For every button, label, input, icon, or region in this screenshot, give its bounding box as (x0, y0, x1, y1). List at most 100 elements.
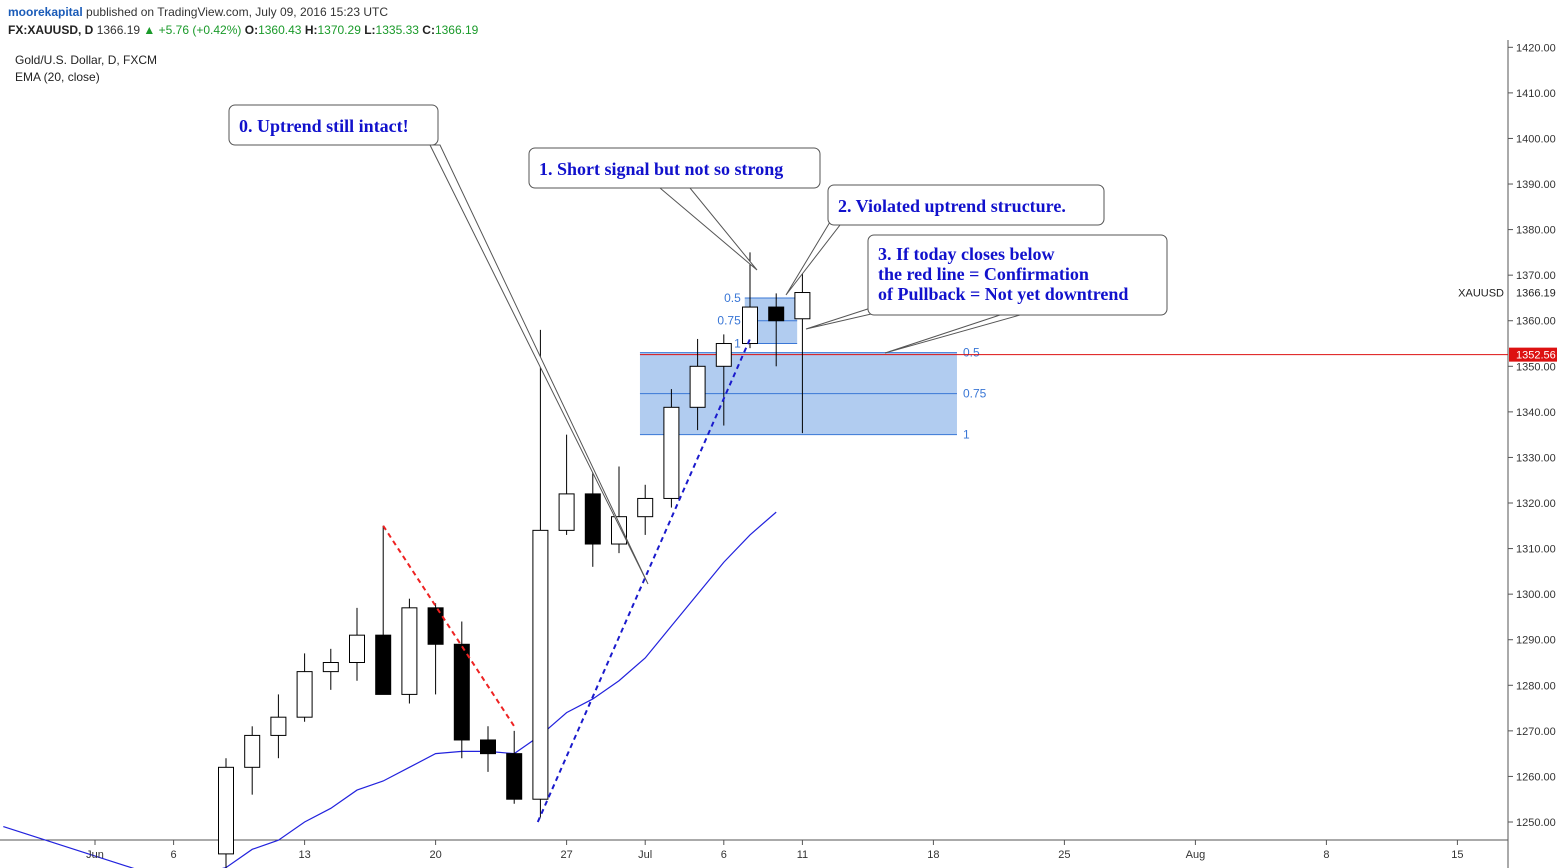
fib-small-level-label: 0.75 (717, 314, 741, 328)
fib-large-level-label: 0.5 (963, 346, 980, 360)
fib-small-level-label: 1 (734, 337, 741, 351)
candle-bullish (689, 365, 706, 408)
candle-bearish (480, 739, 496, 755)
x-tick-label: 27 (560, 849, 572, 861)
x-tick-label: Jun (86, 849, 104, 861)
y-tick-label: 1380.00 (1516, 225, 1556, 237)
y-tick-label: 1330.00 (1516, 452, 1556, 464)
candle-bullish (794, 292, 811, 320)
candle-bullish (611, 516, 627, 545)
candle-bearish (375, 634, 392, 695)
x-tick-label: 13 (298, 849, 310, 861)
symbol-label: FX:XAUUSD, D (8, 23, 94, 37)
candle-bullish (244, 734, 261, 768)
candle-bullish (296, 671, 313, 718)
y-tick-label: 1300.00 (1516, 589, 1556, 601)
x-tick-label: 8 (1323, 849, 1329, 861)
candle-bullish (401, 607, 418, 695)
callout-box[interactable] (867, 234, 1168, 316)
x-tick-label: 6 (721, 849, 727, 861)
up-arrow-icon: ▲ (143, 23, 156, 37)
candle-bearish (427, 607, 444, 645)
chart-header: moorekapital published on TradingView.co… (0, 0, 1565, 44)
y-tick-label: 1350.00 (1516, 361, 1556, 373)
close-value: 1366.19 (434, 23, 479, 37)
y-tick-label: 1360.00 (1516, 316, 1556, 328)
candles (218, 252, 811, 868)
change-value: +5.76 (+0.42%) (158, 23, 242, 37)
candle-bearish (768, 306, 785, 322)
y-tick-label: 1250.00 (1516, 817, 1556, 829)
low-label: L: (364, 23, 376, 37)
time-axis[interactable]: Jun 6 13 20 27 Jul 6 11 18 25 Aug 8 15 (86, 840, 1464, 861)
callout-pointer (658, 187, 758, 271)
blue-dashed-trendline[interactable] (536, 338, 751, 823)
red-line-tag-bg (1509, 347, 1557, 362)
y-tick-label: 1270.00 (1516, 726, 1556, 738)
indicator-legend: EMA (20, close) (15, 70, 100, 84)
callout-2[interactable]: 2. Violated uptrend structure. (785, 184, 1105, 296)
candle-bullish (322, 662, 339, 673)
x-tick-label: Jul (638, 849, 652, 861)
callout-pointer (429, 144, 649, 585)
series-legend: Gold/U.S. Dollar, D, FXCM (15, 53, 158, 67)
candle-bullish (715, 343, 732, 367)
low-value: 1335.33 (375, 23, 419, 37)
last-price-tag: 1366.19 (1516, 288, 1556, 300)
red-dashed-trendline[interactable] (382, 525, 516, 727)
symbol-tag: XAUUSD (1458, 288, 1504, 300)
x-tick-label: 11 (797, 849, 808, 861)
fib-small-level-label: 0.5 (724, 291, 741, 305)
callout-box[interactable] (528, 147, 821, 189)
candle-bullish (637, 497, 654, 518)
y-tick-label: 1290.00 (1516, 635, 1556, 647)
candle-bullish (270, 716, 287, 736)
candle-bullish (218, 766, 234, 855)
callout-1[interactable]: 1. Short signal but not so strong (528, 147, 821, 271)
y-tick-label: 1320.00 (1516, 498, 1556, 510)
y-tick-label: 1390.00 (1516, 179, 1556, 191)
callout-pointer (785, 221, 841, 296)
ema-line (3, 511, 777, 868)
publish-line: moorekapital published on TradingView.co… (8, 5, 388, 19)
x-tick-label: 18 (927, 849, 939, 861)
callout-box[interactable] (228, 104, 439, 146)
y-tick-label: 1410.00 (1516, 88, 1556, 100)
last-price: 1366.19 (96, 23, 141, 37)
author-link[interactable]: moorekapital (8, 5, 83, 19)
y-tick-label: 1280.00 (1516, 680, 1556, 692)
trendlines[interactable] (382, 338, 751, 823)
callout-pointer (884, 314, 1021, 354)
candle-bullish (742, 306, 758, 345)
callout-text: of Pullback = Not yet downtrend (878, 284, 1128, 304)
chart-frame (0, 40, 1509, 868)
candle-bearish (584, 493, 601, 545)
close-label: C: (422, 23, 435, 37)
x-tick-label: 6 (171, 849, 177, 861)
x-tick-label: 15 (1451, 849, 1463, 861)
y-tick-label: 1340.00 (1516, 407, 1556, 419)
callout-box[interactable] (827, 184, 1105, 226)
open-value: 1360.43 (258, 23, 302, 37)
y-tick-label: 1370.00 (1516, 270, 1556, 282)
callout-text: 0. Uptrend still intact! (239, 116, 409, 136)
candle-bullish (558, 493, 575, 531)
price-axis[interactable]: 1250.00 1260.00 1270.00 1280.00 1290.00 1300.… (1458, 42, 1557, 829)
fib-large-level-label: 0.75 (963, 387, 987, 401)
callout-text: the red line = Confirmation (878, 264, 1089, 284)
candle-bearish (453, 643, 470, 741)
callout-0[interactable]: 0. Uptrend still intact! (228, 104, 649, 585)
open-label: O: (244, 23, 259, 37)
candle-bearish (506, 753, 523, 800)
ema-line-group (3, 511, 777, 868)
high-label: H: (304, 23, 318, 37)
y-tick-label: 1420.00 (1516, 42, 1556, 54)
callouts[interactable]: 0. Uptrend still intact! 1. Short signal … (228, 104, 1168, 585)
y-tick-label: 1400.00 (1516, 133, 1556, 145)
callout-text: 3. If today closes below (878, 244, 1055, 264)
candle-bullish (349, 634, 365, 664)
ohlc-line: FX:XAUUSD, D 1366.19 ▲ +5.76 (+0.42%) O:… (8, 23, 478, 37)
y-tick-label: 1310.00 (1516, 544, 1556, 556)
